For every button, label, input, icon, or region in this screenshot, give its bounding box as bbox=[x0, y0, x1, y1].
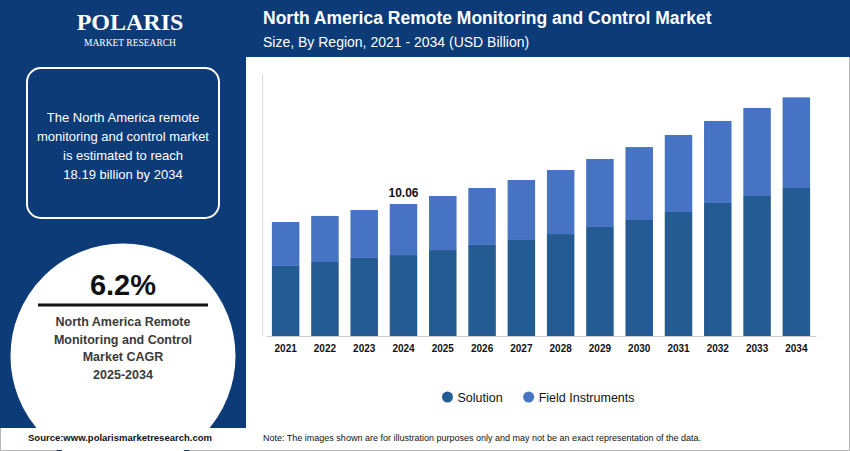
x-tick: 2023 bbox=[353, 336, 376, 354]
bar-segment bbox=[350, 258, 378, 336]
logo-name: POLARIS bbox=[77, 9, 184, 35]
legend-swatch bbox=[523, 392, 534, 403]
legend-swatch bbox=[442, 392, 453, 403]
bar-segment bbox=[665, 135, 693, 212]
bar-segment bbox=[468, 188, 496, 245]
bar-segment bbox=[429, 250, 457, 336]
bar-segment bbox=[429, 196, 457, 250]
source-text: Source:www.polarismarketresearch.com bbox=[28, 432, 212, 443]
cagr-value: 6.2% bbox=[90, 269, 156, 301]
bar-segment bbox=[390, 255, 418, 336]
info-text: monitoring and control market bbox=[37, 129, 209, 144]
cagr-label: North America Remote bbox=[56, 315, 191, 329]
bar-segment bbox=[743, 196, 771, 336]
bar-segment bbox=[704, 203, 732, 336]
x-tick: 2031 bbox=[667, 336, 690, 354]
y-axis-line bbox=[262, 74, 263, 336]
x-tick: 2027 bbox=[510, 336, 533, 354]
info-text: The North America remote bbox=[47, 110, 199, 125]
x-tick-label: 2030 bbox=[628, 343, 651, 354]
note-text: Note: The images shown are for illustrat… bbox=[263, 433, 701, 443]
bar-segment bbox=[783, 188, 811, 336]
bar-segment bbox=[272, 222, 300, 266]
y-axis bbox=[262, 74, 263, 336]
x-tick: 2022 bbox=[314, 336, 337, 354]
bar-segment bbox=[390, 204, 418, 255]
chart-svg: POLARIS MARKET RESEARCH The North America … bbox=[0, 0, 850, 451]
bar-segment bbox=[547, 234, 575, 336]
bar-segment bbox=[586, 227, 614, 336]
cagr-label: Market CAGR bbox=[83, 350, 164, 364]
bar-segment bbox=[508, 240, 536, 336]
x-tick-label: 2034 bbox=[785, 343, 808, 354]
x-tick-label: 2024 bbox=[392, 343, 415, 354]
bar-segment bbox=[625, 147, 653, 220]
x-tick-label: 2027 bbox=[510, 343, 533, 354]
bar-segment bbox=[272, 266, 300, 336]
x-tick: 2032 bbox=[707, 336, 730, 354]
x-tick: 2025 bbox=[432, 336, 455, 354]
legend-item: Solution bbox=[442, 391, 503, 405]
info-text: is estimated to reach bbox=[63, 148, 183, 163]
bar-segment bbox=[547, 170, 575, 234]
legend: Solution Field Instruments bbox=[442, 391, 635, 405]
x-axis: 2021 2022 2023 2024 2025 2026 2027 2028 2029 2030… bbox=[267, 336, 817, 354]
x-tick-label: 2029 bbox=[589, 343, 612, 354]
bar-segment bbox=[350, 210, 378, 258]
plot-area bbox=[272, 97, 810, 336]
bar-segment bbox=[311, 262, 339, 336]
chart-title: North America Remote Monitoring and Cont… bbox=[263, 8, 712, 28]
cagr-circle bbox=[9, 242, 237, 451]
legend-label: Solution bbox=[457, 391, 502, 405]
cagr-label: 2025-2034 bbox=[93, 368, 153, 382]
x-axis-line bbox=[267, 336, 817, 337]
x-tick: 2030 bbox=[628, 336, 651, 354]
chart-root: POLARIS MARKET RESEARCH The North America … bbox=[0, 0, 850, 451]
bar-annotation: 10.06 bbox=[388, 186, 418, 200]
x-tick: 2033 bbox=[746, 336, 769, 354]
bar-segment bbox=[468, 245, 496, 336]
legend-item: Field Instruments bbox=[523, 391, 634, 405]
x-tick-label: 2026 bbox=[471, 343, 494, 354]
x-tick: 2029 bbox=[589, 336, 612, 354]
logo-subtitle: MARKET RESEARCH bbox=[84, 38, 176, 48]
x-tick: 2021 bbox=[275, 336, 298, 354]
x-tick-label: 2032 bbox=[707, 343, 730, 354]
bar-segment bbox=[586, 159, 614, 227]
x-tick-label: 2025 bbox=[432, 343, 455, 354]
info-text: 18.19 billion by 2034 bbox=[63, 167, 182, 182]
x-tick: 2034 bbox=[785, 336, 808, 354]
x-tick: 2028 bbox=[550, 336, 573, 354]
bar-segment bbox=[783, 97, 811, 188]
cagr-divider bbox=[38, 304, 208, 307]
footer-strip bbox=[1, 428, 849, 450]
bar-segment bbox=[704, 121, 732, 203]
bar-segment bbox=[311, 216, 339, 262]
x-tick-label: 2031 bbox=[667, 343, 690, 354]
bar-segment bbox=[743, 108, 771, 196]
bar-segment bbox=[508, 180, 536, 240]
x-tick: 2026 bbox=[471, 336, 494, 354]
info-box bbox=[27, 68, 219, 218]
legend-label: Field Instruments bbox=[539, 391, 635, 405]
bar-segment bbox=[625, 220, 653, 336]
chart-subtitle: Size, By Region, 2021 - 2034 (USD Billio… bbox=[263, 34, 529, 50]
x-tick-label: 2023 bbox=[353, 343, 376, 354]
x-tick-label: 2022 bbox=[314, 343, 337, 354]
x-tick-label: 2028 bbox=[550, 343, 573, 354]
x-tick-label: 2033 bbox=[746, 343, 769, 354]
header-band bbox=[246, 0, 850, 57]
bar-segment bbox=[665, 212, 693, 336]
cagr-label: Monitoring and Control bbox=[54, 333, 192, 347]
x-tick-label: 2021 bbox=[275, 343, 298, 354]
x-tick: 2024 bbox=[392, 336, 415, 354]
